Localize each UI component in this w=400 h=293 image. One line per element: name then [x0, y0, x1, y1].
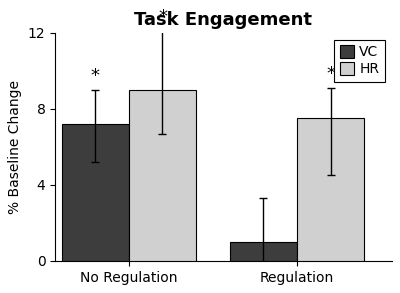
Text: *: * — [91, 67, 100, 85]
Bar — [129, 90, 196, 261]
Text: *: * — [326, 65, 335, 83]
Text: *: * — [158, 8, 167, 26]
Legend: VC, HR: VC, HR — [334, 40, 385, 82]
Y-axis label: % Baseline Change: % Baseline Change — [8, 80, 22, 214]
Bar — [297, 118, 364, 261]
Bar — [230, 242, 297, 261]
Bar — [62, 124, 129, 261]
Title: Task Engagement: Task Engagement — [134, 11, 312, 29]
